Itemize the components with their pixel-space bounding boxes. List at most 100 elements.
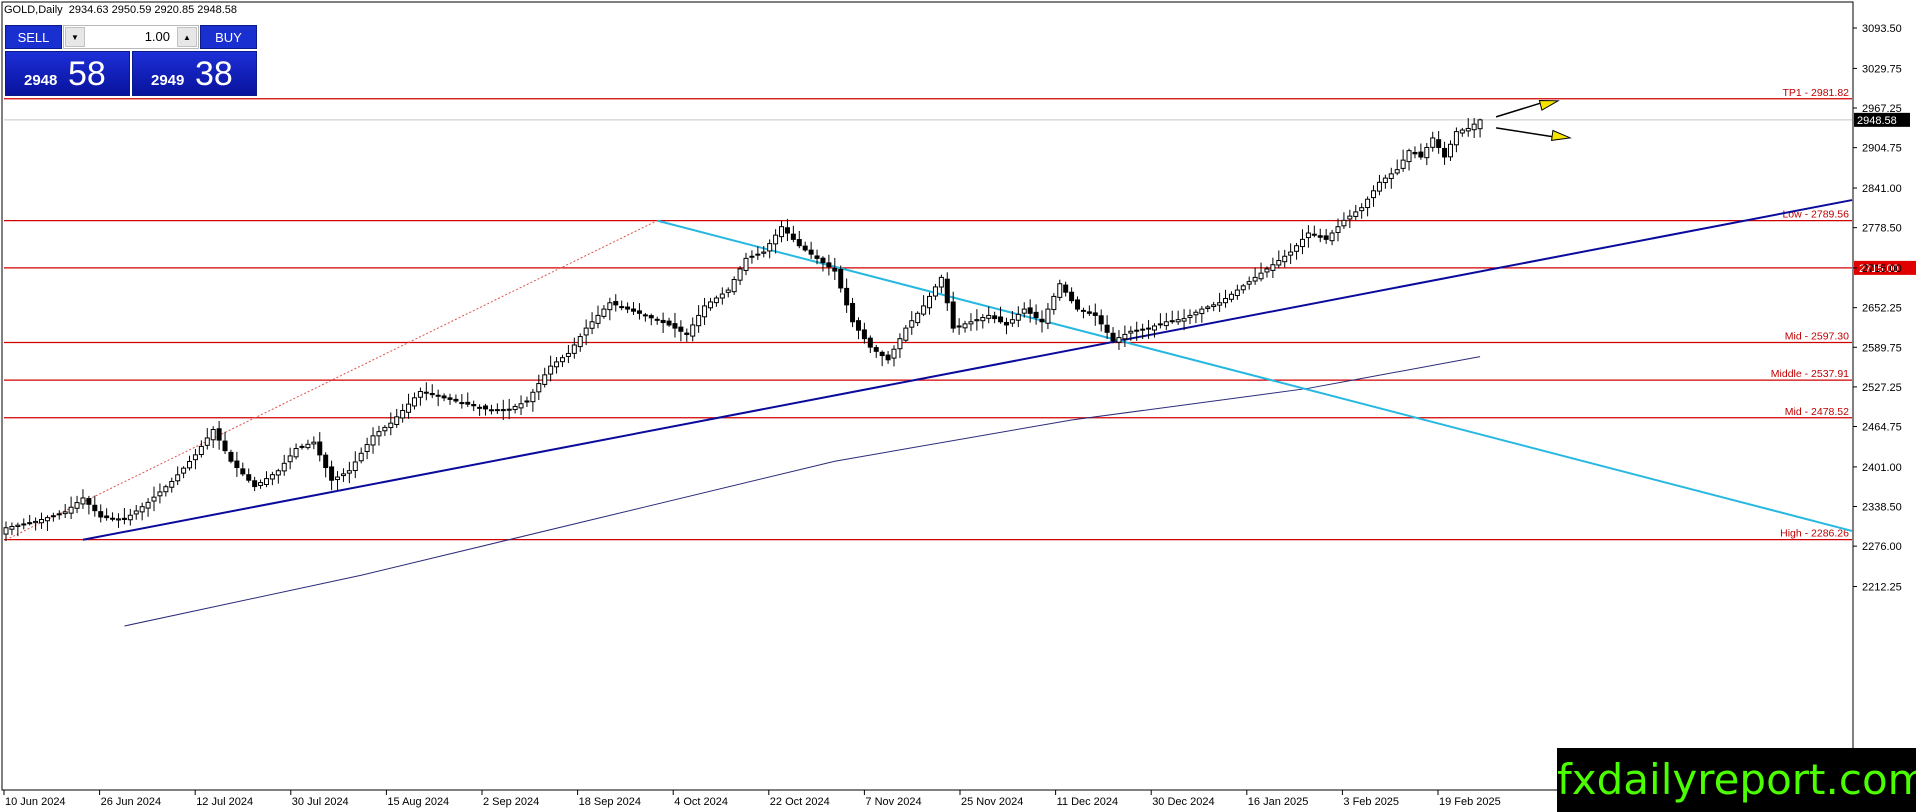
candle-body <box>1199 308 1205 315</box>
candle-body <box>1128 330 1134 334</box>
candle-body <box>844 287 850 306</box>
current-price-label: 2948.58 <box>1857 115 1897 127</box>
level-label: TP1 - 2981.82 <box>1782 87 1849 99</box>
candle-body <box>1359 207 1365 212</box>
y-tick-label: 2715.00 <box>1862 263 1902 275</box>
y-tick-label: 2967.25 <box>1862 103 1902 115</box>
candle-body <box>850 302 856 323</box>
candle-body <box>631 308 637 312</box>
candle-body <box>1430 137 1436 148</box>
sell-button[interactable]: SELL <box>5 25 62 49</box>
candle-body <box>524 400 530 403</box>
buy-price-button[interactable]: 2949 38 <box>132 51 257 96</box>
candle-body <box>115 518 121 521</box>
candle-body <box>258 482 264 486</box>
candle-body <box>423 391 429 394</box>
candle-body <box>222 440 228 452</box>
candle-body <box>542 374 548 385</box>
x-tick-label: 10 Jun 2024 <box>5 796 66 808</box>
candle-body <box>346 470 352 474</box>
candle-body <box>62 511 68 515</box>
time-axis: 10 Jun 2024 26 Jun 2024 12 Jul 2024 30 Jul … <box>3 790 1501 808</box>
candle-body <box>98 511 104 518</box>
x-tick-label: 18 Sep 2024 <box>579 796 641 808</box>
candle-body <box>559 357 565 363</box>
lot-size-input[interactable]: 1.00 <box>144 29 170 44</box>
candle-body <box>1092 312 1098 316</box>
candle-body <box>767 243 773 252</box>
candle-body <box>394 416 400 425</box>
candle-body <box>293 448 299 458</box>
candle-body <box>648 315 654 319</box>
x-tick-label: 2 Sep 2024 <box>483 796 539 808</box>
candle-body <box>21 523 27 526</box>
candle-body <box>1110 332 1116 342</box>
candle-body <box>1394 169 1400 174</box>
candle-body <box>471 404 477 407</box>
resistance-trendline <box>656 219 1853 532</box>
y-tick-label: 2904.75 <box>1862 143 1902 155</box>
y-tick-label: 2338.50 <box>1862 502 1902 514</box>
y-tick-label: 2212.25 <box>1862 582 1902 594</box>
candle-body <box>1181 318 1187 322</box>
trendlines <box>5 199 1853 541</box>
candle-body <box>1098 315 1104 325</box>
candle-body <box>92 504 98 512</box>
candle-body <box>488 409 494 412</box>
projection-arrow-shaft <box>1495 100 1549 118</box>
candle-body <box>583 327 589 336</box>
level-label: Mid - 2478.52 <box>1785 406 1849 418</box>
candle-body <box>1122 333 1128 340</box>
candle-body <box>169 480 175 488</box>
candle-body <box>613 301 619 306</box>
candle-body <box>1264 268 1270 273</box>
candle-body <box>86 498 92 505</box>
buy-button[interactable]: BUY <box>200 25 257 49</box>
candle-body <box>1376 181 1382 192</box>
y-tick-label: 2276.00 <box>1862 541 1902 553</box>
sell-price-pips: 58 <box>68 55 106 93</box>
candle-body <box>447 397 453 400</box>
projection-arrow-head <box>1550 129 1572 141</box>
candle-body <box>773 234 779 245</box>
candle-body <box>1151 325 1157 331</box>
x-tick-label: 16 Jan 2025 <box>1248 796 1309 808</box>
lot-decrease-icon[interactable]: ▼ <box>65 27 85 47</box>
projection-arrows <box>1495 99 1572 141</box>
candle-body <box>299 445 305 448</box>
candle-body <box>1187 314 1193 318</box>
candle-body <box>121 517 127 521</box>
candle-body <box>210 429 216 441</box>
sell-price-button[interactable]: 2948 58 <box>5 51 130 96</box>
candle-body <box>252 480 258 488</box>
lot-increase-icon[interactable]: ▲ <box>177 27 197 47</box>
candle-body <box>240 468 246 475</box>
candle-body <box>826 262 832 268</box>
buy-price-pips: 38 <box>195 55 233 93</box>
candle-body <box>382 426 388 432</box>
candle-body <box>1317 235 1323 238</box>
candle-body <box>181 467 187 474</box>
candle-body <box>1045 308 1051 324</box>
candle-body <box>1347 215 1353 220</box>
candle-body <box>1453 131 1459 146</box>
candle-body <box>110 517 116 520</box>
moving-average-line <box>124 356 1481 627</box>
candle-body <box>879 351 885 357</box>
candle-body <box>820 257 826 264</box>
candle-body <box>885 354 891 361</box>
candle-body <box>1412 151 1418 155</box>
level-label: Middle - 2537.91 <box>1771 368 1849 380</box>
candle-body <box>370 435 376 446</box>
level-label: Low - 2789.56 <box>1782 209 1849 221</box>
candle-body <box>1335 226 1341 233</box>
candle-body <box>921 305 927 315</box>
candle-body <box>1021 308 1027 314</box>
candle-body <box>246 474 252 481</box>
candle-body <box>1323 235 1329 240</box>
candle-body <box>1163 321 1169 327</box>
candle-body <box>204 437 210 446</box>
candle-body <box>713 297 719 304</box>
candle-body <box>684 332 690 335</box>
